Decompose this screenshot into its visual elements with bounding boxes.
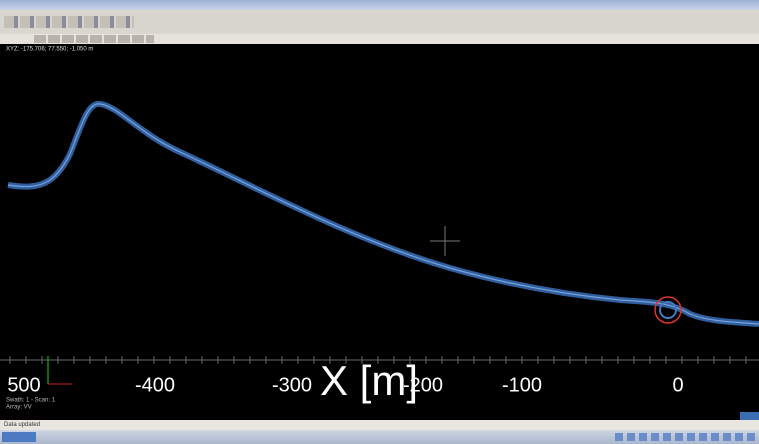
tick-label: -300 bbox=[272, 374, 312, 396]
toolbar-2 bbox=[0, 34, 759, 44]
tick-label: 500 bbox=[7, 374, 40, 396]
corner-button[interactable] bbox=[740, 412, 759, 420]
toolbar-buttons[interactable] bbox=[4, 16, 134, 28]
app-window: XYZ: -175.706; 77.550; -1.050 m X [m] Sw… bbox=[0, 0, 759, 444]
coords: XYZ: -175.706; 77.550; -1.050 m bbox=[6, 47, 93, 53]
tick-label: -100 bbox=[502, 374, 542, 396]
title-bar bbox=[0, 0, 759, 10]
taskbar bbox=[0, 430, 759, 444]
tick-label: -400 bbox=[135, 374, 175, 396]
tray[interactable] bbox=[615, 433, 755, 441]
status-bar: Data updated bbox=[0, 420, 759, 430]
toolbar-buttons[interactable] bbox=[34, 35, 154, 43]
toolbar bbox=[0, 10, 759, 35]
tick-label: -200 bbox=[403, 374, 443, 396]
start-button[interactable] bbox=[2, 432, 36, 442]
info: Swath: 1 - Scan: 1 bbox=[6, 398, 56, 404]
viewport: XYZ: -175.706; 77.550; -1.050 m X [m] Sw… bbox=[0, 44, 759, 420]
status-text: Data updated bbox=[4, 422, 40, 428]
info: Array: VV bbox=[6, 405, 32, 411]
tick-label: 0 bbox=[672, 374, 683, 396]
